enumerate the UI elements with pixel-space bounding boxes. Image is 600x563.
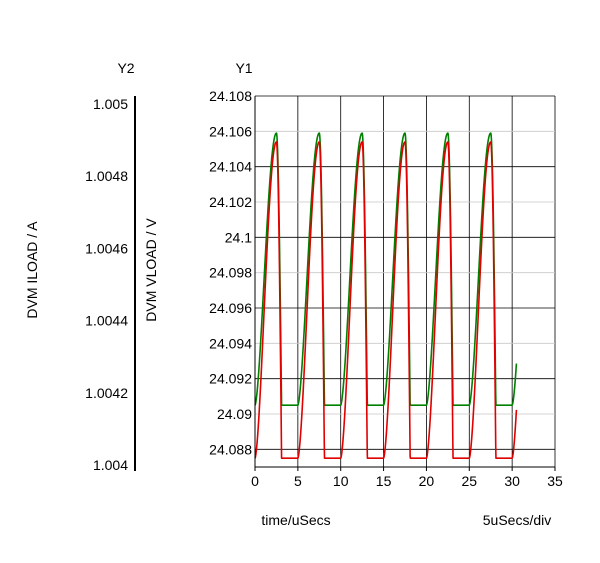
x-tick-label: 5: [294, 473, 302, 489]
x-tick-label: 25: [461, 473, 477, 489]
x-tick-label: 30: [504, 473, 520, 489]
y1-tick-label: 24.094: [209, 335, 252, 351]
y2-tick-label: 1.0044: [85, 313, 128, 329]
y1-tick-label: 24.09: [217, 406, 252, 422]
grid: [255, 95, 556, 467]
y1-tick-label: 24.092: [209, 371, 252, 387]
y2-axis-title: Y2: [117, 60, 134, 76]
tick-labels: 0 5 10 15 20 25 30 35 24.108 24.106 24.104 24.102 24…: [85, 88, 563, 489]
y1-tick-label: 24.104: [209, 159, 252, 175]
y2-tick-label: 1.0046: [85, 240, 128, 256]
y1-axis-title: Y1: [235, 60, 252, 76]
y2-tick-label: 1.0042: [85, 385, 128, 401]
y1-tick-label: 24.098: [209, 265, 252, 281]
axes: [134, 96, 555, 471]
x-tick-label: 0: [251, 473, 259, 489]
y1-tick-label: 24.106: [209, 123, 252, 139]
y1-tick-label: 24.096: [209, 300, 252, 316]
y1-axis-label: DVM VLOAD / V: [143, 218, 159, 322]
y2-axis-label: DVM ILOAD / A: [24, 221, 40, 319]
y2-tick-label: 1.0048: [85, 168, 128, 184]
y1-tick-label: 24.108: [209, 88, 252, 104]
x-scale-label: 5uSecs/div: [483, 512, 551, 528]
x-tick-label: 10: [333, 473, 349, 489]
series-layer: [254, 132, 518, 459]
series-line-2: [254, 141, 518, 459]
x-tick-label: 20: [419, 473, 435, 489]
series-line-1: [254, 132, 518, 406]
y1-tick-label: 24.088: [209, 441, 252, 457]
y1-tick-label: 24.102: [209, 194, 252, 210]
x-tick-label: 35: [547, 473, 563, 489]
x-axis-label: time/uSecs: [261, 512, 330, 528]
x-tick-label: 15: [376, 473, 392, 489]
y2-tick-label: 1.004: [93, 457, 128, 473]
y1-tick-label: 24.1: [225, 229, 252, 245]
y2-tick-label: 1.005: [93, 96, 128, 112]
